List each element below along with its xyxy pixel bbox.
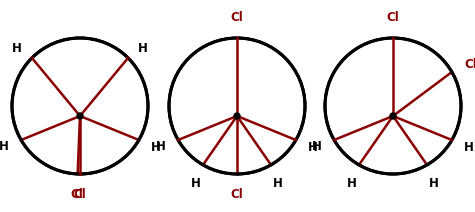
- Text: H: H: [138, 42, 148, 54]
- Text: Cl: Cl: [71, 188, 84, 201]
- Text: Cl: Cl: [231, 11, 243, 24]
- Circle shape: [77, 113, 83, 119]
- Text: H: H: [12, 42, 22, 54]
- Text: Cl: Cl: [74, 188, 86, 201]
- Text: H: H: [156, 141, 166, 153]
- Text: H: H: [308, 141, 318, 153]
- Text: H: H: [312, 141, 322, 153]
- Text: Cl: Cl: [387, 11, 399, 24]
- Text: H: H: [429, 177, 439, 190]
- Text: H: H: [347, 177, 357, 190]
- Text: H: H: [0, 141, 9, 153]
- Text: Cl: Cl: [464, 59, 475, 71]
- Text: H: H: [464, 141, 474, 153]
- Text: Cl: Cl: [231, 188, 243, 201]
- Circle shape: [390, 113, 396, 119]
- Circle shape: [234, 113, 240, 119]
- Text: H: H: [273, 177, 283, 190]
- Text: H: H: [191, 177, 201, 190]
- Text: H: H: [151, 141, 161, 153]
